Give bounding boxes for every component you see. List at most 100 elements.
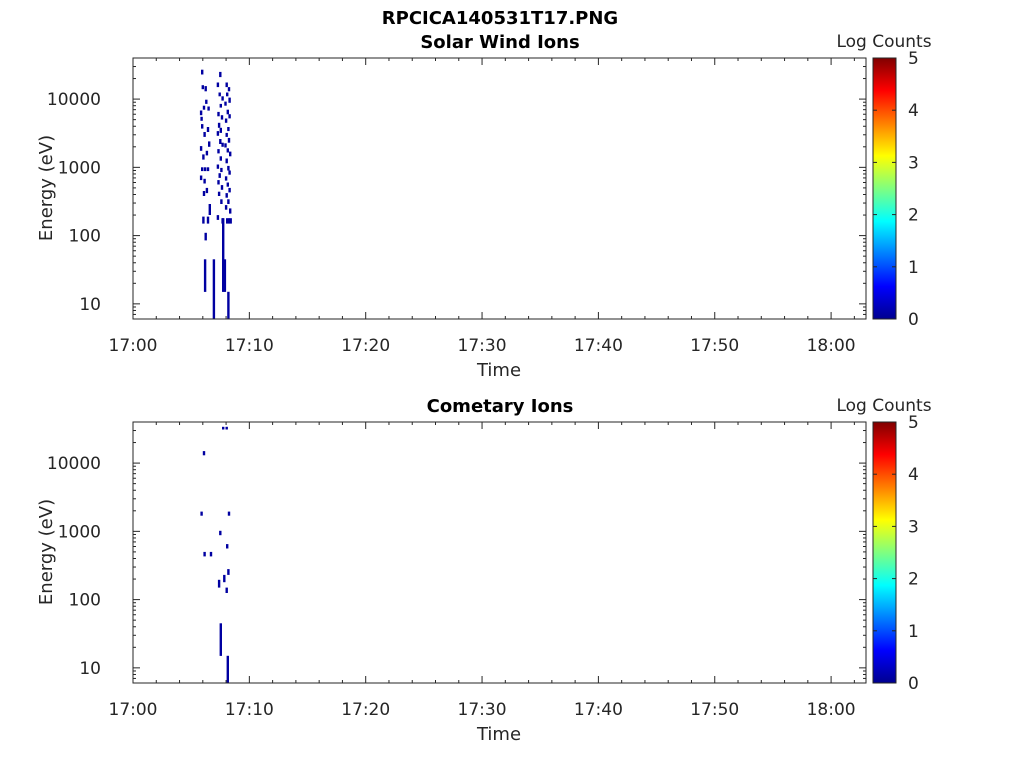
data-cell [224, 205, 228, 210]
colorbar-bottom [873, 422, 896, 683]
data-cell [216, 164, 220, 169]
data-cell [202, 154, 205, 160]
data-cell [220, 185, 224, 190]
data-cell [219, 127, 222, 133]
data-cell [227, 218, 231, 224]
data-cell [229, 208, 232, 214]
x-tick-label: 17:40 [574, 700, 623, 720]
data-cell [205, 99, 208, 104]
data-cell [200, 511, 203, 516]
data-cell [227, 291, 230, 319]
data-cell [226, 182, 229, 187]
data-cell [228, 170, 231, 175]
data-cell [208, 141, 211, 147]
data-cell [225, 193, 228, 198]
data-cell [226, 109, 229, 115]
data-cell [217, 180, 220, 185]
colorbar-tick-label: 0 [908, 674, 919, 694]
y-tick-label: 100 [69, 591, 101, 611]
colorbar-frame-bottom [872, 421, 897, 684]
colorbar-frame-top [872, 57, 897, 320]
data-cell [216, 215, 220, 220]
colorbar-tick-label: 0 [908, 310, 919, 330]
data-cell [218, 92, 221, 97]
data-cell [208, 204, 211, 215]
data-cell [224, 143, 227, 148]
data-cell [202, 191, 206, 196]
data-cell [227, 137, 231, 143]
axes-frame-top [132, 57, 867, 320]
data-cell [219, 623, 222, 656]
data-cells-top [199, 69, 232, 319]
data-cell [226, 148, 229, 153]
solar-wind-ions-panel: Solar Wind Ions Log Counts Time Energy (… [36, 32, 932, 381]
data-cell [199, 110, 203, 116]
data-cell [220, 199, 223, 204]
data-cell [202, 216, 205, 224]
data-cell [201, 85, 204, 90]
data-cell [220, 167, 223, 173]
data-cell [201, 69, 204, 75]
colorbar-label-top: Log Counts [836, 32, 931, 52]
x-tick-label: 17:20 [341, 336, 390, 356]
data-cell [202, 451, 206, 456]
data-cell [217, 579, 221, 588]
x-tick-label: 18:00 [807, 700, 856, 720]
data-cell [199, 175, 203, 181]
data-cell [203, 167, 207, 172]
data-cell [222, 218, 225, 292]
x-tick-label: 17:00 [109, 700, 158, 720]
x-tick-label: 17:10 [225, 700, 274, 720]
data-cell [204, 232, 207, 241]
data-cell [219, 71, 222, 78]
colorbar-tick-label: 3 [908, 517, 919, 537]
data-cell [224, 176, 228, 181]
data-cell [200, 116, 203, 121]
data-cell [224, 118, 228, 123]
data-cell [229, 218, 232, 224]
y-tick-label: 1000 [58, 522, 101, 542]
x-tick-label: 18:00 [807, 336, 856, 356]
data-cell [206, 127, 210, 132]
data-cell [203, 178, 206, 184]
data-cell [217, 122, 221, 128]
figure-title: RPCICA140531T17.PNG [382, 8, 618, 29]
colorbar-tick-label: 2 [908, 570, 919, 590]
data-cell [223, 259, 227, 292]
data-cell [221, 96, 224, 101]
solar-wind-ions-title: Solar Wind Ions [420, 32, 579, 53]
data-cell [217, 111, 220, 117]
axes-frame-bottom [132, 421, 867, 684]
y-tick-label: 100 [69, 227, 101, 247]
data-cell [203, 259, 207, 292]
data-cell [205, 150, 209, 156]
y-tick-label: 1000 [58, 158, 101, 178]
data-cell [225, 426, 228, 430]
x-tick-label: 17:30 [458, 700, 507, 720]
data-cell [203, 551, 206, 557]
y-tick-label: 10000 [47, 454, 101, 474]
data-cell [219, 530, 222, 536]
x-tick-label: 17:30 [458, 336, 507, 356]
y-axis-label-bottom: Energy (eV) [36, 499, 57, 605]
y-tick-label: 10 [79, 295, 101, 315]
data-cell [212, 259, 216, 319]
data-cell [228, 187, 231, 193]
data-cell [227, 127, 230, 132]
data-cell [202, 105, 206, 110]
data-cell [217, 149, 220, 154]
x-tick-label: 17:10 [225, 336, 274, 356]
data-cell [226, 92, 229, 97]
data-cell [216, 131, 220, 136]
data-cell [209, 551, 213, 557]
cometary-ions-title: Cometary Ions [427, 396, 574, 417]
colorbar-tick-label: 5 [908, 49, 919, 69]
y-tick-label: 10 [79, 659, 101, 679]
y-axis-label-top: Energy (eV) [36, 135, 57, 241]
colorbar-tick-label: 3 [908, 153, 919, 173]
data-cell [224, 101, 227, 106]
data-cell [207, 106, 210, 111]
data-cells-bottom [200, 426, 231, 683]
data-cell [226, 655, 229, 683]
